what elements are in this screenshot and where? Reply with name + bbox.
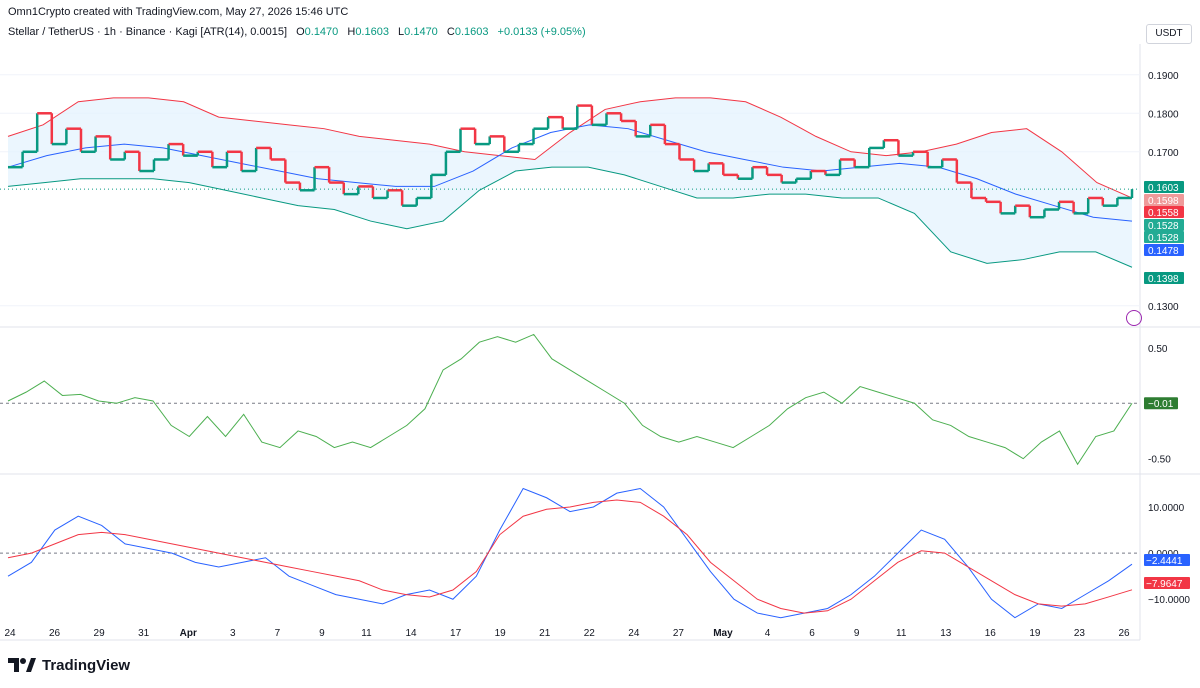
price-label-text: 0.1558	[1148, 208, 1179, 219]
price-tick-label: 0.1900	[1148, 71, 1179, 82]
price-label-box	[1144, 181, 1184, 193]
low-value: 0.1470	[404, 26, 438, 38]
price-label-box	[1144, 244, 1184, 256]
osc-last-label-text: −0.01	[1148, 399, 1174, 410]
price-label-box	[1144, 272, 1184, 284]
macd-tick-label: 10.0000	[1148, 503, 1185, 514]
time-tick-label: 19	[1029, 628, 1041, 639]
time-tick-label: 26	[49, 628, 61, 639]
time-tick-label: May	[713, 628, 733, 639]
lower-band-line	[7, 166, 1133, 268]
time-tick-label: 26	[1118, 628, 1130, 639]
price-tick-label: 0.1700	[1148, 148, 1179, 159]
time-tick-label: 17	[450, 628, 462, 639]
time-tick-label: 19	[495, 628, 507, 639]
macd-last-label-box	[1144, 577, 1190, 589]
time-tick-label: 24	[628, 628, 640, 639]
signal-line	[7, 499, 1133, 614]
currency-button[interactable]: USDT	[1146, 24, 1192, 44]
time-tick-label: 9	[319, 628, 325, 639]
low-label: L	[398, 26, 405, 38]
time-tick-label: 27	[673, 628, 685, 639]
time-tick-label: 11	[896, 628, 907, 639]
time-tick-label: 7	[275, 628, 281, 639]
lightning-icon[interactable]	[1126, 310, 1142, 326]
change-value: +0.0133 (+9.05%)	[497, 26, 586, 38]
price-label-text: 0.1603	[1148, 183, 1179, 194]
oscillator-line	[7, 333, 1133, 466]
macd-last-label-text: −2.4441	[1146, 556, 1183, 567]
tradingview-logo-text: TradingView	[42, 656, 131, 674]
time-tick-label: 31	[138, 628, 150, 639]
time-tick-label: 21	[539, 628, 551, 639]
osc-tick-label: 0.50	[1148, 344, 1168, 355]
open-value: 0.1470	[304, 26, 339, 38]
time-tick-label: 23	[1074, 628, 1086, 639]
time-tick-label: 13	[940, 628, 952, 639]
close-label: C	[446, 26, 455, 38]
close-value: 0.1603	[454, 26, 489, 38]
tradingview-logo: TradingView	[8, 656, 130, 674]
price-label-text: 0.1528	[1148, 233, 1179, 244]
time-tick-label: 29	[94, 628, 106, 639]
time-tick-label: 22	[584, 628, 596, 639]
price-tick-label: 0.1800	[1148, 109, 1179, 120]
time-tick-label: 24	[4, 628, 16, 639]
price-tick-label: 0.1300	[1148, 302, 1179, 313]
osc-tick-label: -0.50	[1148, 455, 1171, 466]
upper-band-line	[7, 97, 1133, 199]
macd-last-label-box	[1144, 554, 1190, 566]
symbol-legend: Stellar / TetherUS · 1h · Binance · Kagi…	[8, 26, 586, 38]
time-tick-label: 4	[765, 628, 771, 639]
time-tick-label: 3	[230, 628, 236, 639]
osc-last-label-box	[1144, 397, 1178, 410]
band-fill	[8, 97, 1132, 268]
time-tick-label: 9	[854, 628, 860, 639]
time-tick-label: 16	[985, 628, 997, 639]
time-tick-label: Apr	[180, 628, 197, 639]
price-label-box	[1144, 194, 1184, 206]
price-label-box	[1144, 231, 1184, 243]
time-tick-label: 11	[361, 628, 372, 639]
price-label-box	[1144, 206, 1184, 218]
macd-tick-label: −10.0000	[1148, 595, 1190, 606]
price-label-text: 0.1398	[1148, 274, 1179, 285]
time-tick-label: 14	[405, 628, 417, 639]
price-label-text: 0.1478	[1148, 246, 1179, 257]
symbol-title: Stellar / TetherUS · 1h · Binance · Kagi…	[8, 26, 288, 38]
macd-line	[7, 487, 1133, 619]
price-label-text: 0.1528	[1148, 221, 1179, 232]
price-label-box	[1144, 219, 1184, 231]
price-label-text: 0.1598	[1148, 196, 1179, 207]
open-label: O	[296, 26, 305, 38]
chart-attribution: Omn1Crypto created with TradingView.com,…	[8, 6, 349, 18]
tradingview-logo-icon	[8, 658, 36, 672]
time-tick-label: 6	[809, 628, 815, 639]
high-value: 0.1603	[355, 26, 389, 38]
high-label: H	[347, 26, 356, 38]
macd-last-label-text: −7.9647	[1146, 579, 1183, 590]
